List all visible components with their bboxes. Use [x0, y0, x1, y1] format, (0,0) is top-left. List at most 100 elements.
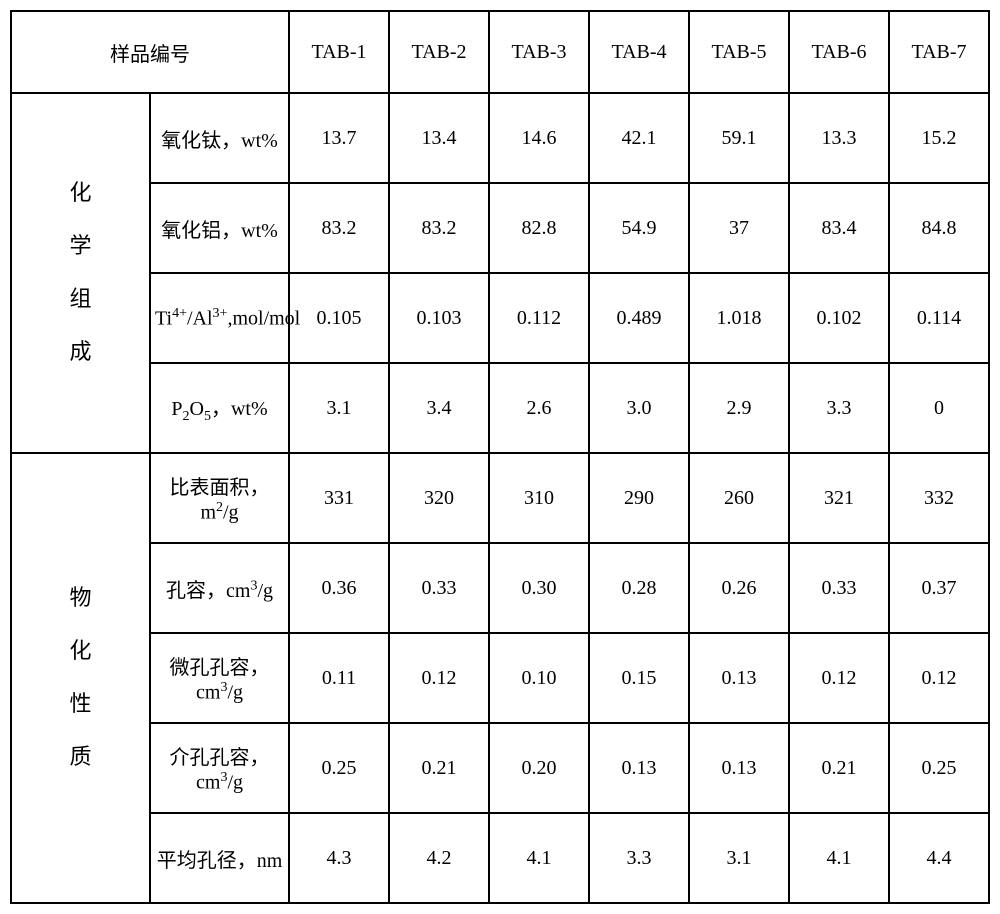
- vert-char: 质: [69, 731, 91, 784]
- column-header: TAB-3: [489, 11, 589, 93]
- data-cell: 0.25: [889, 723, 989, 813]
- data-cell: 0.20: [489, 723, 589, 813]
- row-label: 氧化钛，wt%: [150, 93, 289, 183]
- data-cell: 3.4: [389, 363, 489, 453]
- data-cell: 4.1: [489, 813, 589, 903]
- data-cell: 0.489: [589, 273, 689, 363]
- data-cell: 1.018: [689, 273, 789, 363]
- data-cell: 0.25: [289, 723, 389, 813]
- data-cell: 260: [689, 453, 789, 543]
- row-label: 微孔孔容，cm3/g: [150, 633, 289, 723]
- data-cell: 0.28: [589, 543, 689, 633]
- data-cell: 13.3: [789, 93, 889, 183]
- data-cell: 0.36: [289, 543, 389, 633]
- data-cell: 0.33: [789, 543, 889, 633]
- column-header: TAB-5: [689, 11, 789, 93]
- data-cell: 82.8: [489, 183, 589, 273]
- data-cell: 42.1: [589, 93, 689, 183]
- table-row: Ti4+/Al3+,mol/mol 0.105 0.103 0.112 0.48…: [11, 273, 989, 363]
- data-cell: 4.1: [789, 813, 889, 903]
- data-cell: 0.11: [289, 633, 389, 723]
- vert-char: 学: [69, 220, 91, 273]
- data-cell: 0.114: [889, 273, 989, 363]
- data-cell: 3.3: [789, 363, 889, 453]
- vert-char: 物: [69, 572, 91, 625]
- data-cell: 0.15: [589, 633, 689, 723]
- column-header: TAB-2: [389, 11, 489, 93]
- data-cell: 0.26: [689, 543, 789, 633]
- data-cell: 321: [789, 453, 889, 543]
- data-cell: 0.13: [589, 723, 689, 813]
- data-cell: 332: [889, 453, 989, 543]
- data-cell: 0.112: [489, 273, 589, 363]
- data-cell: 59.1: [689, 93, 789, 183]
- data-cell: 310: [489, 453, 589, 543]
- data-cell: 0.102: [789, 273, 889, 363]
- data-cell: 0.10: [489, 633, 589, 723]
- data-cell: 0.12: [889, 633, 989, 723]
- data-cell: 0.103: [389, 273, 489, 363]
- data-cell: 0.12: [389, 633, 489, 723]
- data-cell: 0.13: [689, 723, 789, 813]
- row-label: Ti4+/Al3+,mol/mol: [150, 273, 289, 363]
- table-row: 化 学 组 成 氧化钛，wt% 13.7 13.4 14.6 42.1 59.1…: [11, 93, 989, 183]
- sample-number-header: 样品编号: [11, 11, 289, 93]
- data-cell: 83.2: [389, 183, 489, 273]
- data-cell: 83.2: [289, 183, 389, 273]
- data-cell: 3.1: [689, 813, 789, 903]
- table-body: 样品编号 TAB-1 TAB-2 TAB-3 TAB-4 TAB-5 TAB-6…: [11, 11, 989, 903]
- table-row: 介孔孔容，cm3/g 0.25 0.21 0.20 0.13 0.13 0.21…: [11, 723, 989, 813]
- data-cell: 3.1: [289, 363, 389, 453]
- data-cell: 0.12: [789, 633, 889, 723]
- data-cell: 15.2: [889, 93, 989, 183]
- data-cell: 320: [389, 453, 489, 543]
- data-cell: 2.6: [489, 363, 589, 453]
- data-cell: 0.37: [889, 543, 989, 633]
- data-cell: 290: [589, 453, 689, 543]
- group-header-chemical: 化 学 组 成: [11, 93, 150, 453]
- data-cell: 0.30: [489, 543, 589, 633]
- group-header-physical: 物 化 性 质: [11, 453, 150, 903]
- data-cell: 3.0: [589, 363, 689, 453]
- data-cell: 0.33: [389, 543, 489, 633]
- data-cell: 4.2: [389, 813, 489, 903]
- vert-char: 组: [69, 273, 91, 326]
- row-label: 介孔孔容，cm3/g: [150, 723, 289, 813]
- data-cell: 3.3: [589, 813, 689, 903]
- data-cell: 84.8: [889, 183, 989, 273]
- column-header: TAB-4: [589, 11, 689, 93]
- column-header: TAB-7: [889, 11, 989, 93]
- data-cell: 0: [889, 363, 989, 453]
- table-row: 平均孔径，nm 4.3 4.2 4.1 3.3 3.1 4.1 4.4: [11, 813, 989, 903]
- data-cell: 13.7: [289, 93, 389, 183]
- data-cell: 14.6: [489, 93, 589, 183]
- column-header: TAB-1: [289, 11, 389, 93]
- row-label: P2O5，wt%: [150, 363, 289, 453]
- data-cell: 331: [289, 453, 389, 543]
- row-label: 平均孔径，nm: [150, 813, 289, 903]
- data-cell: 0.21: [789, 723, 889, 813]
- header-row: 样品编号 TAB-1 TAB-2 TAB-3 TAB-4 TAB-5 TAB-6…: [11, 11, 989, 93]
- table-row: 微孔孔容，cm3/g 0.11 0.12 0.10 0.15 0.13 0.12…: [11, 633, 989, 723]
- data-cell: 2.9: [689, 363, 789, 453]
- data-cell: 13.4: [389, 93, 489, 183]
- vert-char: 化: [69, 625, 91, 678]
- table-row: P2O5，wt% 3.1 3.4 2.6 3.0 2.9 3.3 0: [11, 363, 989, 453]
- row-label: 氧化铝，wt%: [150, 183, 289, 273]
- vert-char: 化: [69, 167, 91, 220]
- table-row: 氧化铝，wt% 83.2 83.2 82.8 54.9 37 83.4 84.8: [11, 183, 989, 273]
- row-label: 比表面积，m2/g: [150, 453, 289, 543]
- data-table: 样品编号 TAB-1 TAB-2 TAB-3 TAB-4 TAB-5 TAB-6…: [10, 10, 990, 904]
- vert-char: 成: [69, 326, 91, 379]
- table-row: 物 化 性 质 比表面积，m2/g 331 320 310 290 260 32…: [11, 453, 989, 543]
- data-cell: 37: [689, 183, 789, 273]
- data-cell: 0.21: [389, 723, 489, 813]
- data-cell: 54.9: [589, 183, 689, 273]
- data-cell: 83.4: [789, 183, 889, 273]
- data-cell: 4.3: [289, 813, 389, 903]
- vert-char: 性: [69, 678, 91, 731]
- data-cell: 0.13: [689, 633, 789, 723]
- table-row: 孔容，cm3/g 0.36 0.33 0.30 0.28 0.26 0.33 0…: [11, 543, 989, 633]
- column-header: TAB-6: [789, 11, 889, 93]
- data-cell: 4.4: [889, 813, 989, 903]
